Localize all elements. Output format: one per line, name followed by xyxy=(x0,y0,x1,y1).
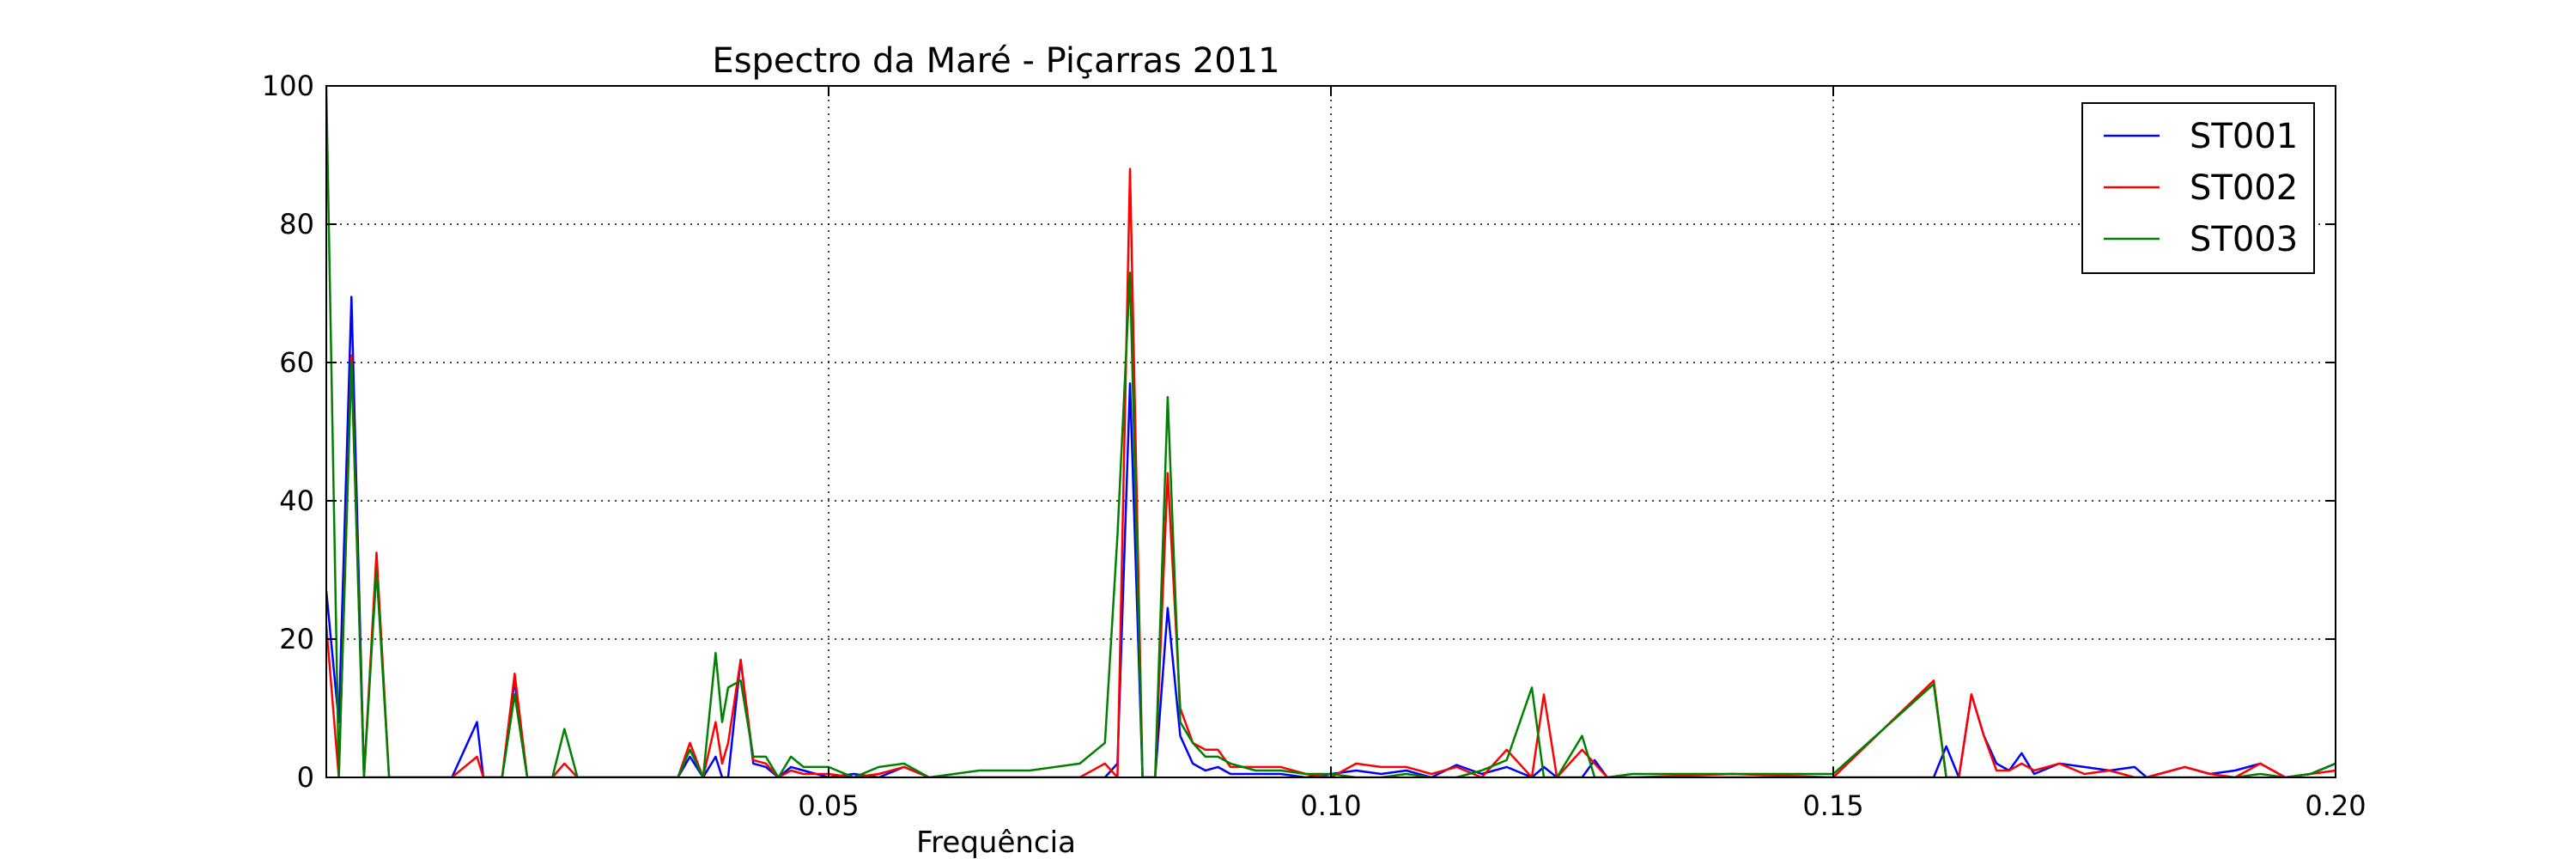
x-tick-label: 0.20 xyxy=(2305,789,2366,822)
series-line-st001 xyxy=(326,295,2336,777)
series-line-st002 xyxy=(326,168,2336,777)
x-tick-label: 0.15 xyxy=(1802,789,1863,822)
y-tick-label: 40 xyxy=(279,484,314,517)
x-axis-label: Frequência xyxy=(916,825,1076,859)
axis-ticks: 0.05 0.10 0.15 0.20 0 20 40 60 80 100 xyxy=(262,70,2366,822)
x-tick-label: 0.05 xyxy=(798,789,859,822)
y-tick-label: 0 xyxy=(297,761,314,794)
series-line-st003 xyxy=(326,86,2336,777)
chart-title: Espectro da Maré - Piçarras 2011 xyxy=(712,41,1279,81)
y-tick-label: 60 xyxy=(279,346,314,379)
x-tick-label: 0.10 xyxy=(1300,789,1361,822)
legend: ST001 ST002 ST003 xyxy=(2081,102,2315,274)
y-tick-label: 100 xyxy=(262,70,314,102)
legend-label: ST002 xyxy=(2190,168,2298,208)
grid-lines xyxy=(326,86,2336,777)
legend-label: ST003 xyxy=(2190,220,2298,259)
series-layer xyxy=(326,86,2336,777)
legend-label: ST001 xyxy=(2190,117,2298,156)
y-tick-label: 20 xyxy=(279,623,314,655)
y-tick-label: 80 xyxy=(279,208,314,241)
